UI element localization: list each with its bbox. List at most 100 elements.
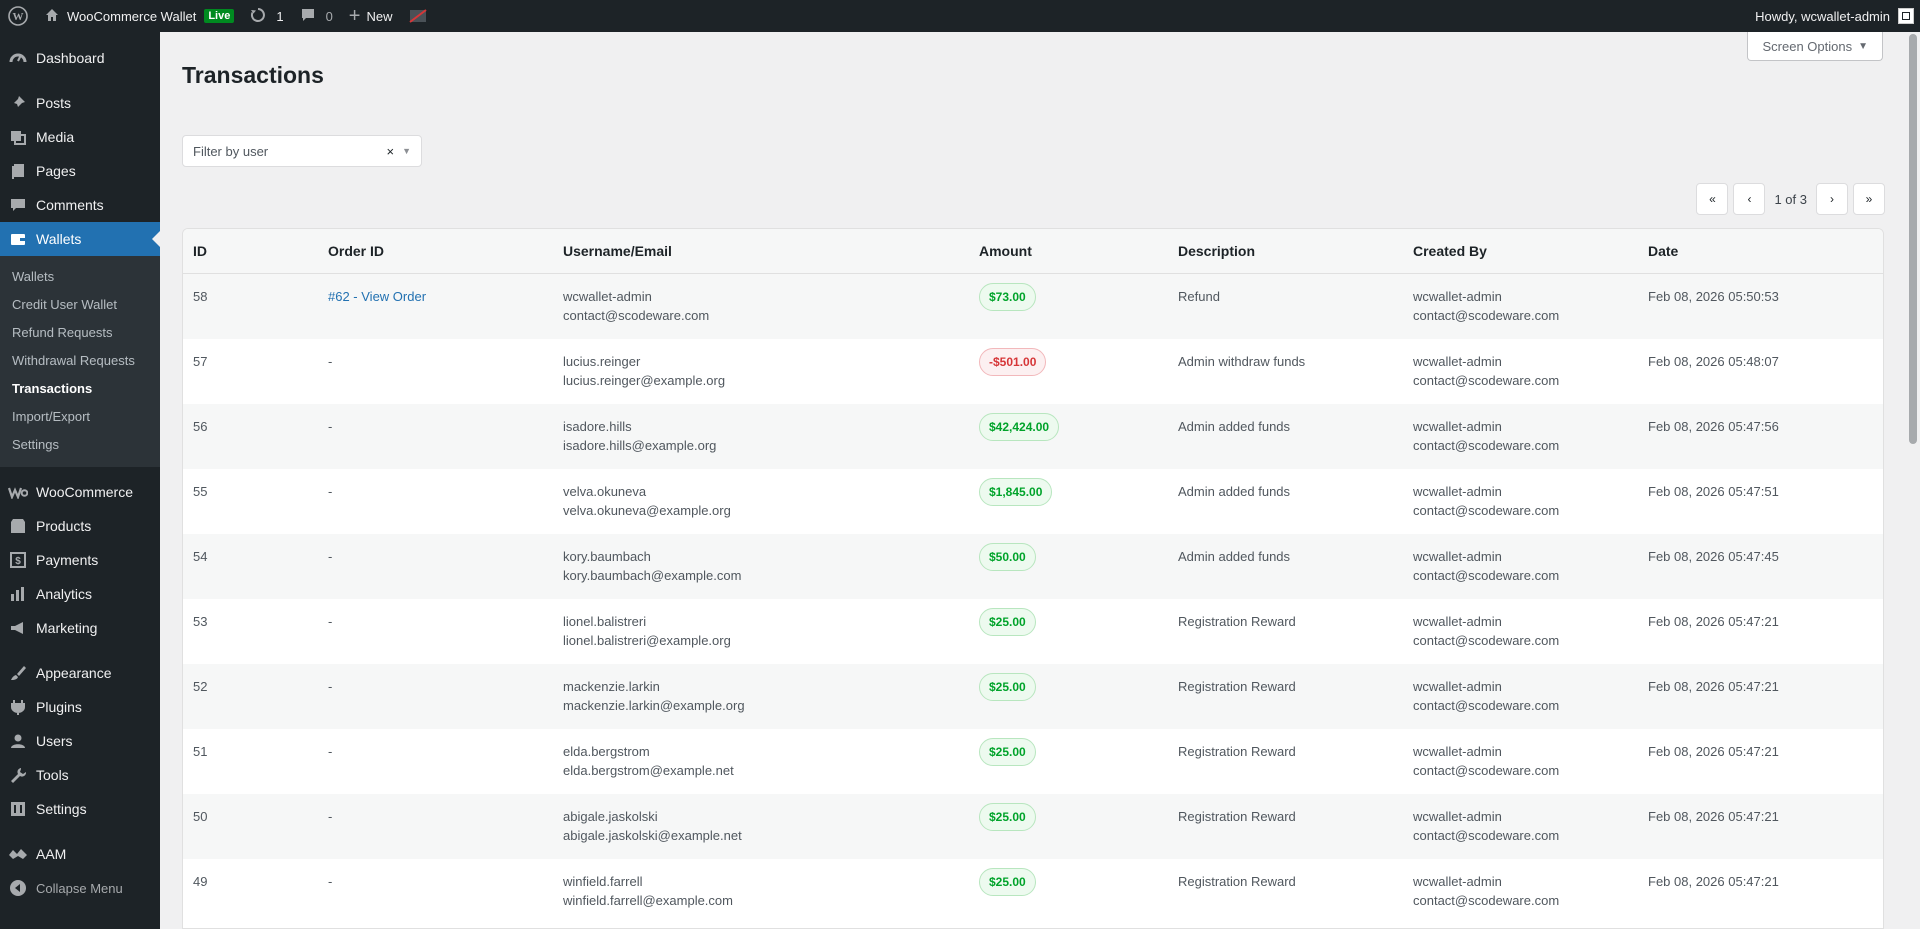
- username: mackenzie.larkin: [563, 679, 660, 694]
- table-row: 54 - kory.baumbach kory.baumbach@example.co…: [183, 534, 1883, 599]
- comments-link[interactable]: 0: [292, 0, 341, 32]
- menu-item-plugins[interactable]: Plugins: [0, 690, 160, 724]
- cell-date: Feb 08, 2026 05:47:51: [1648, 484, 1779, 499]
- page-indicator: 1 of 3: [1774, 191, 1807, 207]
- menu-item-posts[interactable]: Posts: [0, 86, 160, 120]
- screen-options-button[interactable]: Screen Options ▼: [1747, 32, 1883, 61]
- cell-date: Feb 08, 2026 05:48:07: [1648, 354, 1779, 369]
- site-name-link[interactable]: WooCommerce Wallet Live: [36, 0, 242, 32]
- menu-item-marketing[interactable]: Marketing: [0, 611, 160, 645]
- menu-item-tools[interactable]: Tools: [0, 758, 160, 792]
- user-email: kory.baumbach@example.com: [563, 568, 742, 583]
- column-header-id: ID: [193, 242, 207, 259]
- menu-item-woocommerce[interactable]: WooCommerce: [0, 475, 160, 509]
- admin-menu: Dashboard Posts Media Pages Comments Wal…: [0, 32, 160, 929]
- amount-badge: $42,424.00: [979, 413, 1060, 441]
- next-page-button[interactable]: ›: [1816, 183, 1848, 215]
- creator-email: contact@scodeware.com: [1413, 828, 1560, 843]
- menu-label-pages: Pages: [36, 163, 76, 179]
- wordpress-logo-icon[interactable]: W: [0, 0, 36, 32]
- settings-icon: [8, 799, 28, 819]
- cell-order[interactable]: #62 - View Order: [328, 287, 563, 306]
- users-icon: [8, 731, 28, 751]
- cell-description: Admin withdraw funds: [1178, 354, 1306, 369]
- creator-name: wcwallet-admin: [1413, 614, 1502, 629]
- cell-created-by: wcwallet-admin contact@scodeware.com: [1413, 287, 1648, 325]
- first-page-button[interactable]: «: [1696, 183, 1729, 215]
- window-scrollbar[interactable]: [1906, 0, 1920, 929]
- menu-label-media: Media: [36, 129, 75, 145]
- submenu-item-import-export[interactable]: Import/Export: [12, 409, 91, 424]
- creator-name: wcwallet-admin: [1413, 549, 1502, 564]
- submenu-item-transactions[interactable]: Transactions: [12, 381, 93, 396]
- column-header-order: Order ID: [328, 242, 385, 259]
- cell-description: Admin added funds: [1178, 484, 1291, 499]
- menu-item-media[interactable]: Media: [0, 120, 160, 154]
- menu-item-settings[interactable]: Settings: [0, 792, 160, 826]
- amount-badge: $50.00: [979, 543, 1036, 571]
- creator-name: wcwallet-admin: [1413, 484, 1502, 499]
- username: isadore.hills: [563, 419, 632, 434]
- svg-text:W: W: [13, 11, 24, 23]
- submenu-item-withdrawal-requests[interactable]: Withdrawal Requests: [12, 353, 135, 368]
- main-content: Screen Options ▼ Transactions Filter by …: [160, 32, 1920, 929]
- dashboard-icon: [8, 48, 28, 68]
- my-account[interactable]: Howdy, wcwallet-admin: [1755, 8, 1920, 24]
- table-row: 49 - winfield.farrell winfield.farrell@exam…: [183, 859, 1883, 924]
- aam-icon: [8, 844, 28, 864]
- cell-date: Feb 08, 2026 05:47:56: [1648, 419, 1779, 434]
- collapse-menu-button[interactable]: Collapse Menu: [0, 871, 160, 905]
- cell-date: Feb 08, 2026 05:47:21: [1648, 744, 1779, 759]
- cell-date: Feb 08, 2026 05:47:21: [1648, 614, 1779, 629]
- column-header-amount: Amount: [979, 242, 1032, 259]
- cell-date: Feb 08, 2026 05:47:45: [1648, 549, 1779, 564]
- cell-amount: $42,424.00: [979, 413, 1178, 441]
- cell-id: 56: [193, 419, 208, 434]
- menu-item-users[interactable]: Users: [0, 724, 160, 758]
- menu-item-products[interactable]: Products: [0, 509, 160, 543]
- cell-order: -: [328, 677, 563, 696]
- updates-count: 1: [276, 8, 284, 24]
- cell-user: wcwallet-admin contact@scodeware.com: [563, 287, 979, 325]
- menu-item-dashboard[interactable]: Dashboard: [0, 41, 160, 75]
- filter-by-user-select[interactable]: Filter by user × ▼: [182, 135, 422, 167]
- cell-date: Feb 08, 2026 05:47:21: [1648, 809, 1779, 824]
- cell-date: Feb 08, 2026 05:50:53: [1648, 289, 1779, 304]
- cell-created-by: wcwallet-admin contact@scodeware.com: [1413, 417, 1648, 455]
- submenu-item-refund-requests[interactable]: Refund Requests: [12, 325, 113, 340]
- menu-item-wallets[interactable]: Wallets: [0, 222, 160, 256]
- submenu-item-credit-user-wallet[interactable]: Credit User Wallet: [12, 297, 117, 312]
- submenu-item-wallets[interactable]: Wallets: [12, 269, 55, 284]
- submenu-item-settings[interactable]: Settings: [12, 437, 59, 452]
- payments-icon: $: [8, 550, 28, 570]
- cell-id: 51: [193, 744, 208, 759]
- menu-item-analytics[interactable]: Analytics: [0, 577, 160, 611]
- menu-item-aam[interactable]: AAM: [0, 837, 160, 871]
- menu-item-payments[interactable]: $ Payments: [0, 543, 160, 577]
- menu-item-pages[interactable]: Pages: [0, 154, 160, 188]
- clear-icon[interactable]: ×: [386, 143, 395, 159]
- view-order-link[interactable]: #62 - View Order: [328, 289, 427, 304]
- updates-link[interactable]: 1: [242, 0, 291, 32]
- last-page-button[interactable]: »: [1853, 183, 1885, 215]
- plugin-flag-icon[interactable]: [401, 0, 435, 32]
- creator-email: contact@scodeware.com: [1413, 633, 1560, 648]
- cell-order: -: [328, 417, 563, 436]
- howdy-text: Howdy, wcwallet-admin: [1755, 8, 1890, 24]
- menu-label-settings: Settings: [36, 801, 87, 817]
- cell-user: kory.baumbach kory.baumbach@example.com: [563, 547, 979, 585]
- prev-page-button[interactable]: ‹: [1733, 183, 1766, 215]
- amount-badge: $25.00: [979, 738, 1036, 766]
- cell-amount: -$501.00: [979, 348, 1178, 376]
- menu-item-comments[interactable]: Comments: [0, 188, 160, 222]
- cell-user: isadore.hills isadore.hills@example.org: [563, 417, 979, 455]
- username: lucius.reinger: [563, 354, 641, 369]
- scrollbar-thumb[interactable]: [1909, 34, 1917, 444]
- new-content-link[interactable]: + New: [341, 0, 401, 32]
- creator-name: wcwallet-admin: [1413, 744, 1502, 759]
- menu-item-appearance[interactable]: Appearance: [0, 656, 160, 690]
- collapse-icon: [8, 878, 28, 898]
- creator-name: wcwallet-admin: [1413, 289, 1502, 304]
- order-empty: -: [328, 549, 333, 564]
- chevron-down-icon[interactable]: ▼: [402, 146, 411, 156]
